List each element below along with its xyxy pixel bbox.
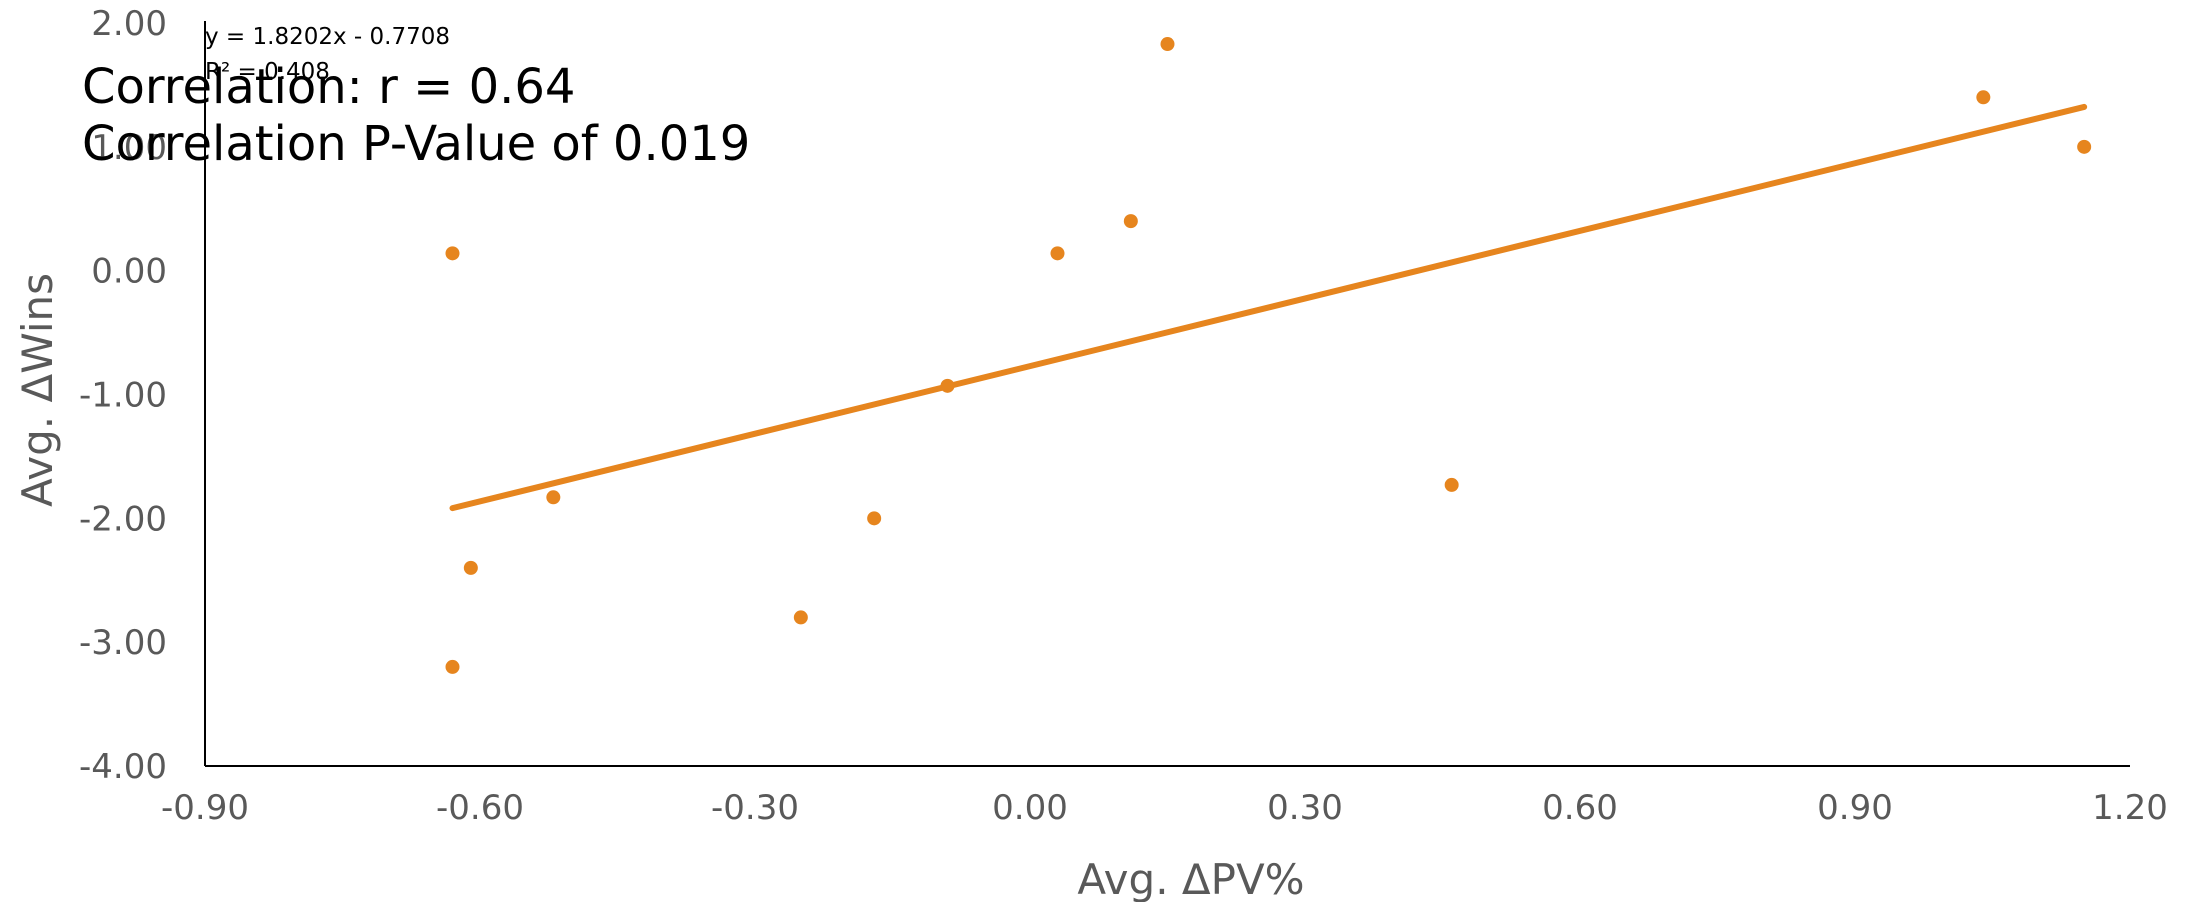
y-axis-title: Avg. ΔWins	[13, 273, 62, 507]
x-tick-label: -0.30	[711, 788, 799, 828]
y-tick-label: -4.00	[79, 747, 167, 787]
r-squared-label: R² = 0.408	[205, 59, 330, 85]
y-tick-label: 0.00	[91, 252, 167, 292]
y-tick-label: -2.00	[79, 499, 167, 539]
data-point	[940, 378, 955, 393]
x-axis-title: Avg. ΔPV%	[1077, 855, 1304, 902]
x-tick-label: -0.90	[161, 788, 249, 828]
data-point	[445, 659, 460, 674]
y-tick-label: -1.00	[79, 376, 167, 416]
data-point	[867, 511, 882, 526]
data-point	[1976, 90, 1991, 105]
y-tick-label: 2.00	[91, 4, 167, 44]
x-tick-label: 1.20	[2092, 788, 2168, 828]
x-tick-labels: -0.90 -0.60 -0.30 0.00 0.30 0.60 0.90 1.20	[161, 788, 2168, 828]
data-point	[1444, 477, 1459, 492]
y-tick-label: -3.00	[79, 623, 167, 663]
data-point	[793, 610, 808, 625]
x-tick-label: -0.60	[436, 788, 524, 828]
data-point	[2077, 139, 2092, 154]
annotation-p-value: Correlation P-Value of 0.019	[82, 116, 750, 172]
data-point	[1050, 246, 1065, 261]
data-point	[1160, 37, 1175, 52]
trendline-equation: y = 1.8202x - 0.7708	[205, 24, 450, 50]
x-tick-label: 0.60	[1542, 788, 1618, 828]
data-point	[1123, 214, 1138, 229]
x-tick-label: 0.90	[1817, 788, 1893, 828]
data-point	[546, 490, 561, 505]
y-tick-labels: 2.00 1.00 0.00 -1.00 -2.00 -3.00 -4.00	[79, 4, 167, 787]
data-point	[445, 246, 460, 261]
x-tick-label: 0.00	[992, 788, 1068, 828]
data-marks	[445, 37, 2092, 674]
y-tick-label: 1.00	[91, 128, 167, 168]
trendline	[449, 103, 2088, 512]
x-tick-label: 0.30	[1267, 788, 1343, 828]
annotation-correlation: Correlation: r = 0.64	[82, 59, 575, 115]
data-point	[463, 560, 478, 575]
